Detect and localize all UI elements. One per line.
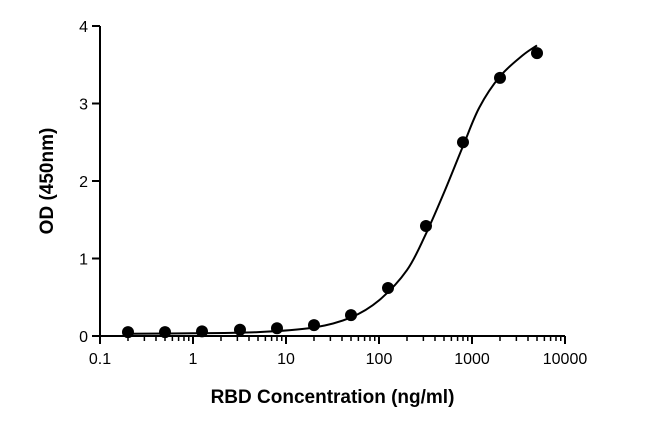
x-tick-label: 1000 xyxy=(454,351,490,368)
y-tick-label: 1 xyxy=(79,252,88,269)
x-tick-label: 10 xyxy=(277,351,295,368)
y-tick-label: 0 xyxy=(79,329,88,346)
x-tick-label: 10000 xyxy=(543,351,588,368)
data-point xyxy=(196,325,209,338)
fit-curve-group xyxy=(127,44,538,335)
data-point xyxy=(456,136,469,149)
x-tick-label: 0.1 xyxy=(89,351,111,368)
data-point xyxy=(531,47,544,60)
x-axis-title: RBD Concentration (ng/ml) xyxy=(211,387,455,408)
axes xyxy=(99,26,565,337)
y-tick-label: 4 xyxy=(79,19,88,36)
ticks: 0 1 2 3 4 0.1 1 10 100 1000 10000 xyxy=(79,19,587,368)
x-tick-label: 100 xyxy=(366,351,393,368)
data-point xyxy=(345,309,358,322)
data-point xyxy=(307,319,320,332)
y-tick-label: 2 xyxy=(79,174,88,191)
data-point xyxy=(419,219,432,232)
data-point xyxy=(121,326,134,339)
data-point xyxy=(493,71,506,84)
data-points xyxy=(121,47,544,339)
fit-curve xyxy=(127,44,538,335)
data-point xyxy=(233,323,246,336)
x-tick-label: 1 xyxy=(189,351,198,368)
data-point xyxy=(382,281,395,294)
y-axis-title: OD (450nm) xyxy=(37,128,58,235)
data-point xyxy=(270,322,283,335)
data-point xyxy=(159,326,172,339)
y-tick-label: 3 xyxy=(79,97,88,114)
